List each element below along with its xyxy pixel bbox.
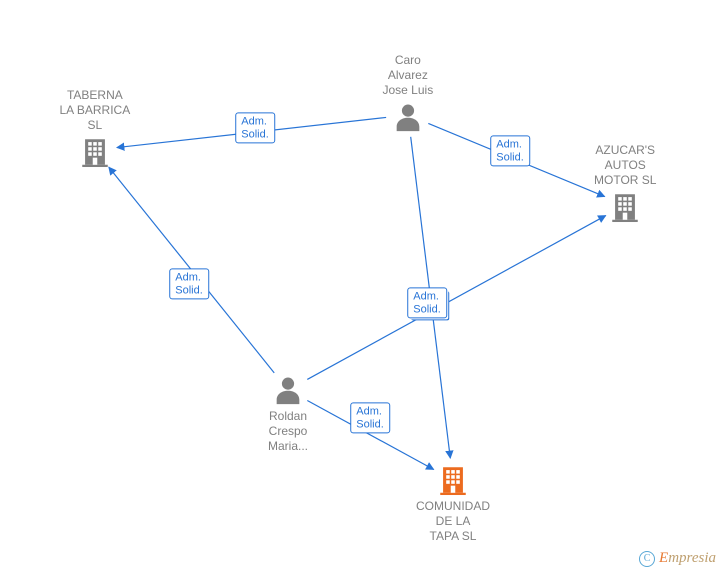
building-icon	[78, 135, 112, 169]
copyright-icon: C	[639, 551, 655, 567]
watermark: CEmpresia	[639, 550, 716, 567]
edge-label: Adm. Solid.	[407, 287, 447, 318]
edge-label: Adm. Solid.	[169, 268, 209, 299]
network-diagram: { "diagram": { "type": "network", "backg…	[0, 0, 728, 575]
watermark-e: E	[659, 550, 668, 566]
node-label: Roldan Crespo Maria...	[268, 409, 308, 454]
node-roldan[interactable]: Roldan Crespo Maria...	[268, 373, 308, 454]
node-label: Caro Alvarez Jose Luis	[383, 53, 434, 98]
node-azucar[interactable]: AZUCAR'S AUTOS MOTOR SL	[594, 143, 656, 224]
watermark-rest: mpresia	[668, 550, 716, 566]
person-icon	[391, 100, 425, 134]
node-label: TABERNA LA BARRICA SL	[60, 88, 131, 133]
edge-label: Adm. Solid.	[235, 112, 275, 143]
node-caro[interactable]: Caro Alvarez Jose Luis	[383, 53, 434, 134]
node-taberna[interactable]: TABERNA LA BARRICA SL	[60, 88, 131, 169]
edge-label: Adm. Solid.	[490, 135, 530, 166]
node-label: AZUCAR'S AUTOS MOTOR SL	[594, 143, 656, 188]
node-comunidad[interactable]: COMUNIDAD DE LA TAPA SL	[416, 463, 490, 544]
building-icon	[608, 190, 642, 224]
edge-label: Adm. Solid.	[350, 402, 390, 433]
building-icon	[436, 463, 470, 497]
edge-line	[307, 216, 605, 380]
edges-layer	[0, 0, 728, 575]
person-icon	[271, 373, 305, 407]
node-label: COMUNIDAD DE LA TAPA SL	[416, 499, 490, 544]
